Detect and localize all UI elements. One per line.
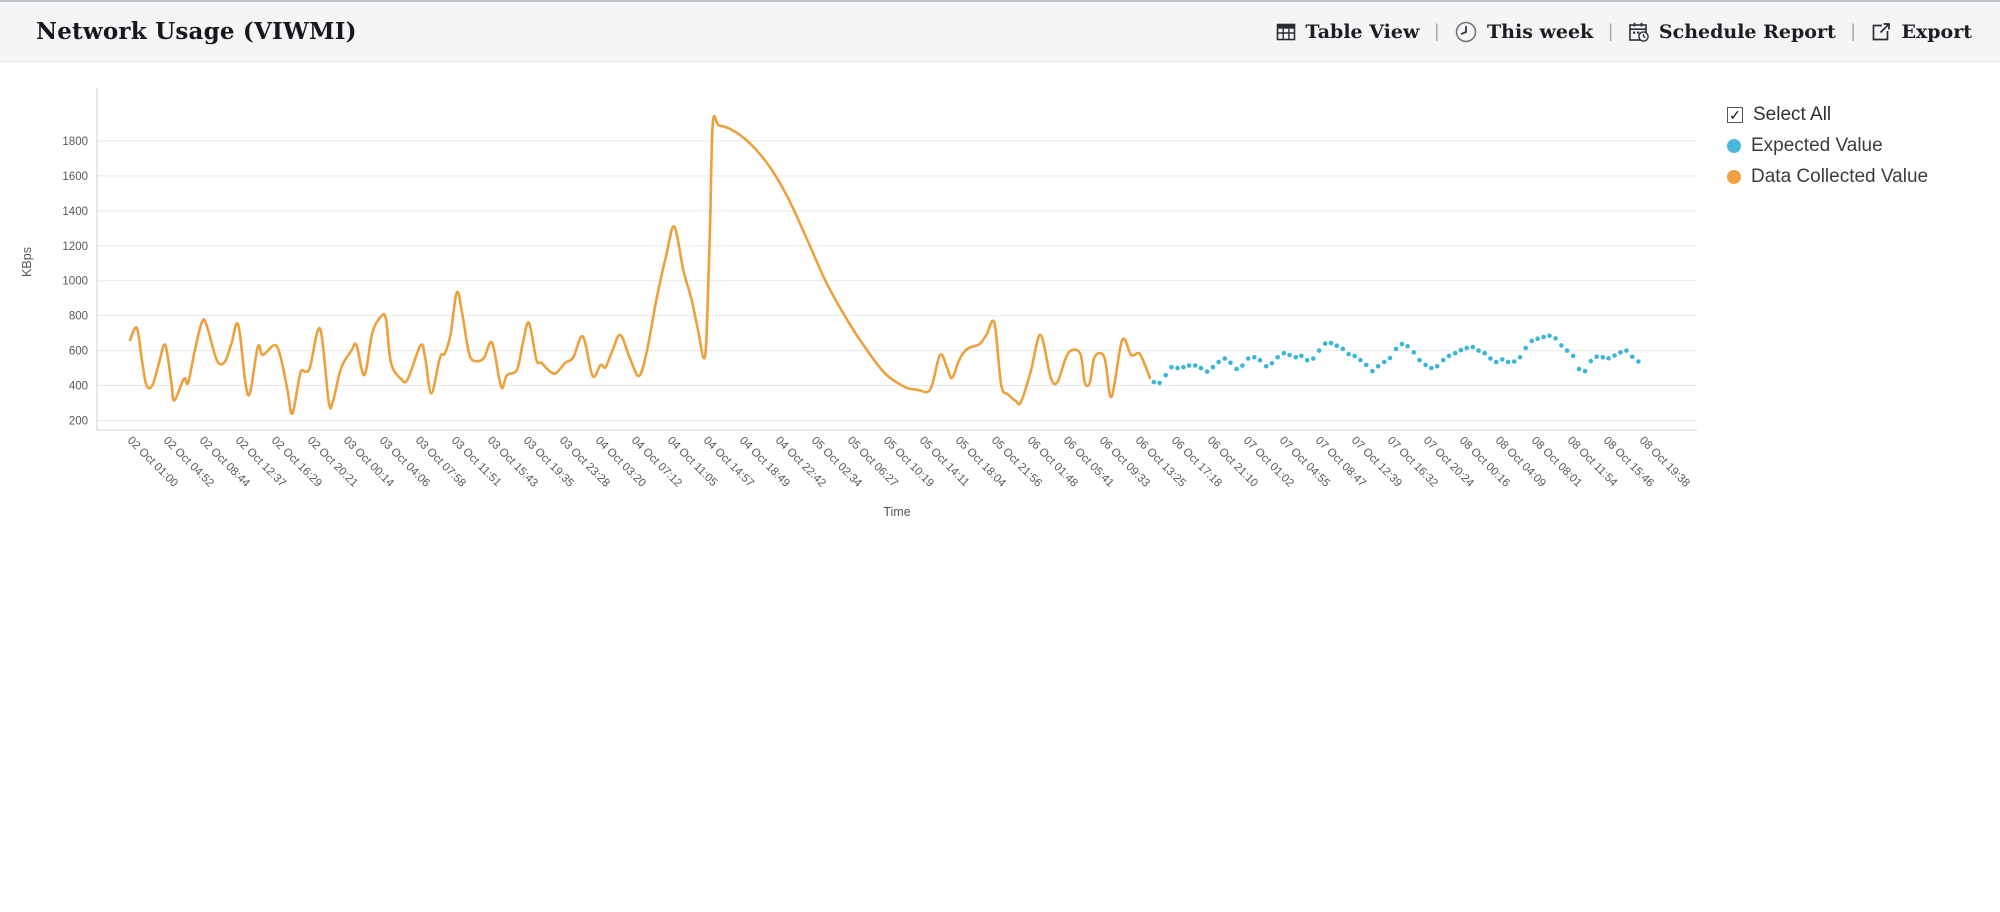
chart-svg: 200 400 600 800 1000 1200 1400 1600 1800 02 Oct 0…: [20, 88, 1697, 519]
data-collected-value-swatch: [1727, 170, 1741, 184]
this-week-label: This week: [1487, 20, 1594, 43]
data-collected-value-label: Data Collected Value: [1751, 166, 1929, 187]
expected-value-label: Expected Value: [1751, 135, 1883, 156]
svg-text:02 Oct 04:52: 02 Oct 04:52: [161, 435, 216, 490]
svg-text:03 Oct 04:06: 03 Oct 04:06: [377, 435, 432, 490]
svg-text:05 Oct 18:04: 05 Oct 18:04: [953, 435, 1008, 490]
schedule-report-label: Schedule Report: [1658, 20, 1836, 43]
export-icon: [1870, 21, 1892, 43]
chart-legend: ✓ Select All Expected Value Data Collect…: [1727, 104, 1928, 197]
svg-text:03 Oct 11:51: 03 Oct 11:51: [449, 435, 503, 489]
svg-text:02 Oct 08:44: 02 Oct 08:44: [197, 435, 252, 490]
calendar-clock-icon: [1628, 21, 1650, 43]
svg-text:1800: 1800: [62, 136, 88, 148]
page-header: Network Usage (VIWMI) Table View |: [0, 0, 2000, 62]
svg-text:03 Oct 15:43: 03 Oct 15:43: [485, 435, 540, 490]
this-week-button[interactable]: This week: [1454, 20, 1593, 44]
svg-text:1600: 1600: [62, 171, 88, 183]
svg-text:07 Oct 16:32: 07 Oct 16:32: [1385, 435, 1440, 490]
y-axis-title: KBps: [20, 247, 34, 277]
svg-text:800: 800: [69, 311, 88, 323]
svg-text:05 Oct 21:56: 05 Oct 21:56: [989, 435, 1044, 490]
svg-text:05 Oct 14:11: 05 Oct 14:11: [917, 435, 971, 489]
select-all-checkbox[interactable]: ✓: [1727, 107, 1743, 123]
svg-text:06 Oct 05:41: 06 Oct 05:41: [1061, 435, 1116, 490]
svg-text:03 Oct 19:35: 03 Oct 19:35: [521, 435, 576, 490]
svg-text:04 Oct 14:57: 04 Oct 14:57: [701, 435, 756, 490]
header-separator: |: [1850, 21, 1856, 41]
legend-item-data-collected-value[interactable]: Data Collected Value: [1727, 166, 1928, 188]
page-title: Network Usage (VIWMI): [36, 18, 357, 45]
schedule-report-button[interactable]: Schedule Report: [1628, 21, 1836, 43]
export-button[interactable]: Export: [1870, 21, 1972, 43]
header-separator: |: [1434, 21, 1440, 41]
svg-text:08 Oct 00:16: 08 Oct 00:16: [1457, 435, 1512, 490]
svg-text:08 Oct 19:38: 08 Oct 19:38: [1637, 435, 1692, 490]
header-separator: |: [1608, 21, 1613, 41]
svg-text:06 Oct 09:33: 06 Oct 09:33: [1097, 435, 1152, 490]
svg-text:07 Oct 12:39: 07 Oct 12:39: [1349, 435, 1404, 490]
svg-text:04 Oct 18:49: 04 Oct 18:49: [737, 435, 792, 490]
svg-text:07 Oct 08:47: 07 Oct 08:47: [1313, 435, 1368, 490]
svg-text:200: 200: [69, 416, 88, 428]
svg-text:1000: 1000: [62, 276, 88, 288]
svg-text:05 Oct 02:34: 05 Oct 02:34: [809, 435, 864, 490]
svg-text:02 Oct 12:37: 02 Oct 12:37: [233, 435, 288, 490]
svg-text:400: 400: [69, 381, 88, 393]
svg-text:08 Oct 11:54: 08 Oct 11:54: [1565, 435, 1620, 490]
svg-text:04 Oct 11:05: 04 Oct 11:05: [665, 435, 719, 489]
svg-text:05 Oct 06:27: 05 Oct 06:27: [845, 435, 900, 490]
svg-text:04 Oct 07:12: 04 Oct 07:12: [629, 435, 684, 490]
svg-text:600: 600: [69, 346, 88, 358]
svg-text:07 Oct 01:02: 07 Oct 01:02: [1241, 435, 1296, 490]
svg-text:06 Oct 01:48: 06 Oct 01:48: [1025, 435, 1080, 490]
x-axis-title: Time: [883, 505, 910, 519]
clock-icon: [1454, 20, 1478, 44]
svg-text:03 Oct 00:14: 03 Oct 00:14: [341, 435, 396, 490]
svg-text:06 Oct 13:25: 06 Oct 13:25: [1133, 435, 1188, 490]
svg-text:08 Oct 04:09: 08 Oct 04:09: [1493, 435, 1548, 490]
svg-text:02 Oct 01:00: 02 Oct 01:00: [125, 435, 180, 490]
svg-text:1400: 1400: [62, 206, 88, 218]
svg-text:04 Oct 03:20: 04 Oct 03:20: [593, 435, 648, 490]
svg-text:07 Oct 20:24: 07 Oct 20:24: [1421, 435, 1476, 490]
svg-text:03 Oct 23:28: 03 Oct 23:28: [557, 435, 612, 490]
table-view-label: Table View: [1305, 20, 1420, 43]
svg-text:02 Oct 16:29: 02 Oct 16:29: [269, 435, 324, 490]
export-label: Export: [1901, 20, 1972, 43]
series-data-collected-value: [128, 114, 1152, 415]
header-actions: Table View | This week |: [1276, 20, 1972, 44]
svg-text:1200: 1200: [62, 241, 88, 253]
svg-text:07 Oct 04:55: 07 Oct 04:55: [1277, 435, 1332, 490]
select-all-label: Select All: [1753, 104, 1832, 125]
table-icon: [1276, 22, 1296, 42]
svg-text:02 Oct 20:21: 02 Oct 20:21: [305, 435, 360, 490]
expected-value-swatch: [1727, 139, 1741, 153]
svg-text:05 Oct 10:19: 05 Oct 10:19: [881, 435, 936, 490]
svg-text:04 Oct 22:42: 04 Oct 22:42: [773, 435, 828, 490]
svg-text:06 Oct 21:10: 06 Oct 21:10: [1205, 435, 1260, 490]
legend-item-expected-value[interactable]: Expected Value: [1727, 135, 1928, 157]
svg-text:06 Oct 17:18: 06 Oct 17:18: [1169, 435, 1224, 490]
svg-text:03 Oct 07:58: 03 Oct 07:58: [413, 435, 468, 490]
svg-text:08 Oct 08:01: 08 Oct 08:01: [1529, 435, 1584, 490]
select-all-row[interactable]: ✓ Select All: [1727, 104, 1928, 126]
svg-text:08 Oct 15:46: 08 Oct 15:46: [1601, 435, 1656, 490]
table-view-button[interactable]: Table View: [1276, 21, 1419, 43]
